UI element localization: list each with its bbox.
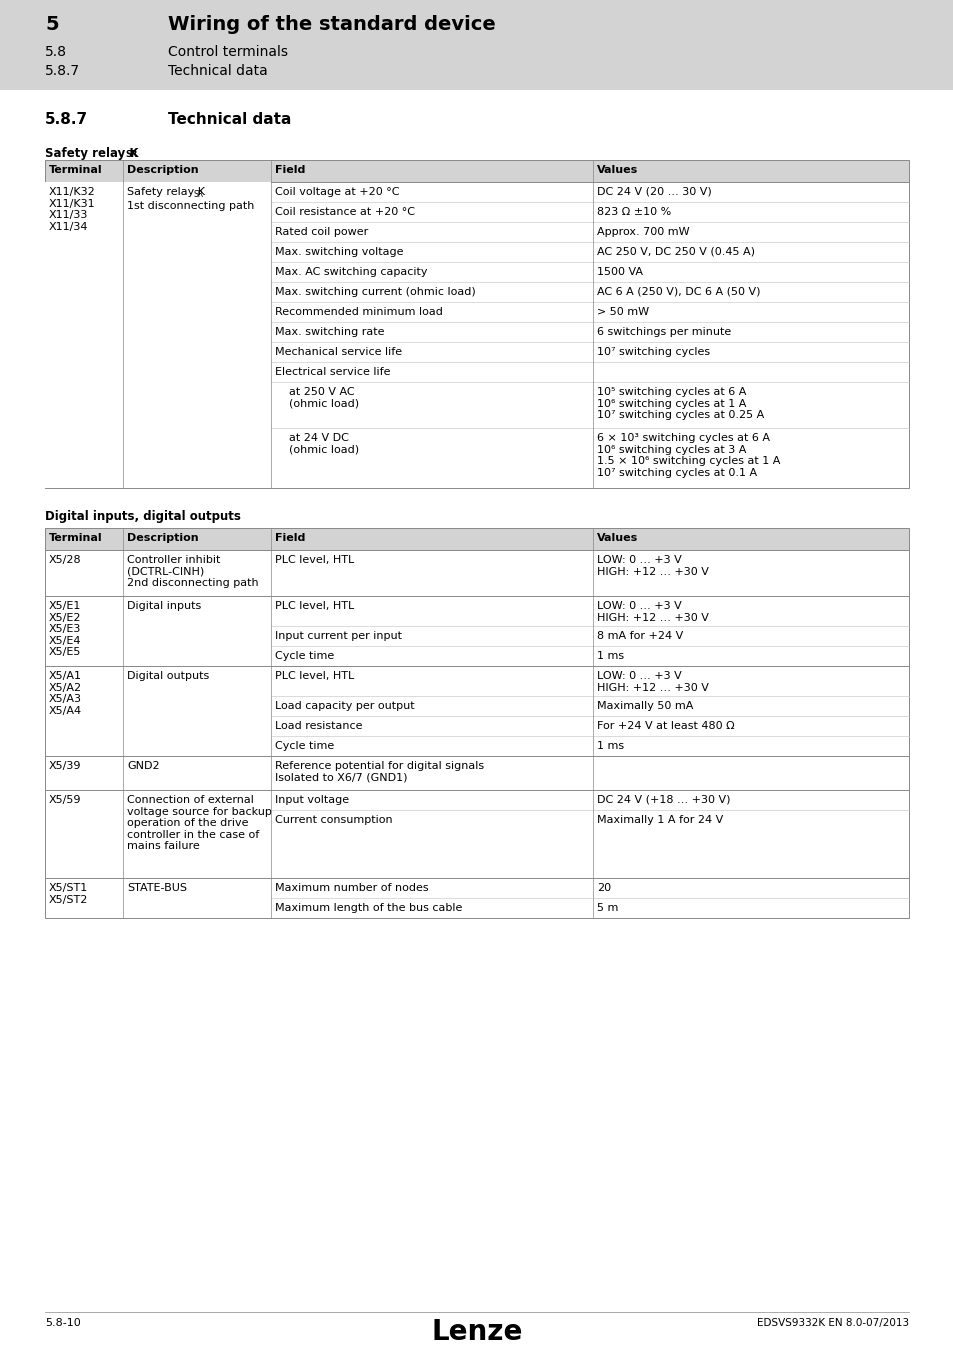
Text: SR: SR	[125, 150, 137, 159]
Text: Max. switching rate: Max. switching rate	[274, 327, 384, 338]
Text: Terminal: Terminal	[49, 165, 103, 176]
Text: Safety relay K: Safety relay K	[45, 147, 138, 161]
Text: 1500 VA: 1500 VA	[597, 267, 642, 277]
Text: Digital outputs: Digital outputs	[127, 671, 209, 680]
Text: PLC level, HTL: PLC level, HTL	[274, 601, 354, 612]
Bar	[45, 182, 908, 487]
Text: Values: Values	[597, 165, 638, 176]
Text: Field: Field	[274, 533, 305, 543]
Text: SR: SR	[193, 190, 204, 198]
Text: LOW: 0 … +3 V
HIGH: +12 … +30 V: LOW: 0 … +3 V HIGH: +12 … +30 V	[597, 671, 708, 693]
Text: > 50 mW: > 50 mW	[597, 306, 648, 317]
Text: Description: Description	[127, 533, 198, 543]
Text: Maximally 50 mA: Maximally 50 mA	[597, 701, 693, 711]
Text: Rated coil power: Rated coil power	[274, 227, 368, 238]
Text: PLC level, HTL: PLC level, HTL	[274, 555, 354, 566]
Text: Connection of external
voltage source for backup
operation of the drive
controll: Connection of external voltage source fo…	[127, 795, 272, 852]
Text: 5.8.7: 5.8.7	[45, 112, 88, 127]
Text: Load capacity per output: Load capacity per output	[274, 701, 415, 711]
Text: 8 mA for +24 V: 8 mA for +24 V	[597, 630, 682, 641]
Text: Cycle time: Cycle time	[274, 741, 334, 751]
Text: Load resistance: Load resistance	[274, 721, 362, 730]
Text: Mechanical service life: Mechanical service life	[274, 347, 402, 356]
Text: X11/K32
X11/K31
X11/33
X11/34: X11/K32 X11/K31 X11/33 X11/34	[49, 188, 95, 232]
Text: Current consumption: Current consumption	[274, 815, 393, 825]
Text: Maximum number of nodes: Maximum number of nodes	[274, 883, 428, 892]
Text: X5/59: X5/59	[49, 795, 81, 805]
Text: 6 × 10³ switching cycles at 6 A
10⁶ switching cycles at 3 A
1.5 × 10⁶ switching : 6 × 10³ switching cycles at 6 A 10⁶ swit…	[597, 433, 780, 478]
Text: Terminal: Terminal	[49, 533, 103, 543]
Text: EDSVS9332K EN 8.0-07/2013: EDSVS9332K EN 8.0-07/2013	[756, 1318, 908, 1328]
Text: 10⁵ switching cycles at 6 A
10⁶ switching cycles at 1 A
10⁷ switching cycles at : 10⁵ switching cycles at 6 A 10⁶ switchin…	[597, 387, 763, 420]
Text: Wiring of the standard device: Wiring of the standard device	[168, 15, 496, 34]
Bar	[45, 528, 908, 549]
Text: Values: Values	[597, 533, 638, 543]
Text: Description: Description	[127, 165, 198, 176]
Text: X5/E1
X5/E2
X5/E3
X5/E4
X5/E5: X5/E1 X5/E2 X5/E3 X5/E4 X5/E5	[49, 601, 81, 657]
Text: 5 m: 5 m	[597, 903, 618, 913]
Text: X5/28: X5/28	[49, 555, 82, 566]
Text: at 250 V AC
    (ohmic load): at 250 V AC (ohmic load)	[274, 387, 358, 409]
Text: Electrical service life: Electrical service life	[274, 367, 390, 377]
Text: 5.8.7: 5.8.7	[45, 63, 80, 78]
Text: LOW: 0 … +3 V
HIGH: +12 … +30 V: LOW: 0 … +3 V HIGH: +12 … +30 V	[597, 555, 708, 576]
Text: Input current per input: Input current per input	[274, 630, 401, 641]
Text: DC 24 V (+18 … +30 V): DC 24 V (+18 … +30 V)	[597, 795, 730, 805]
Text: 10⁷ switching cycles: 10⁷ switching cycles	[597, 347, 709, 356]
Text: 1st disconnecting path: 1st disconnecting path	[127, 201, 254, 211]
Bar	[45, 182, 123, 487]
Text: 5: 5	[45, 15, 58, 34]
Text: 6 switchings per minute: 6 switchings per minute	[597, 327, 731, 338]
Text: DC 24 V (20 … 30 V): DC 24 V (20 … 30 V)	[597, 188, 711, 197]
Text: LOW: 0 … +3 V
HIGH: +12 … +30 V: LOW: 0 … +3 V HIGH: +12 … +30 V	[597, 601, 708, 622]
Text: Coil voltage at +20 °C: Coil voltage at +20 °C	[274, 188, 399, 197]
Text: 20: 20	[597, 883, 611, 892]
Bar	[0, 0, 953, 90]
Text: Controller inhibit
(DCTRL-CINH)
2nd disconnecting path: Controller inhibit (DCTRL-CINH) 2nd disc…	[127, 555, 258, 589]
Text: Cycle time: Cycle time	[274, 651, 334, 661]
Text: Max. AC switching capacity: Max. AC switching capacity	[274, 267, 427, 277]
Text: Max. switching voltage: Max. switching voltage	[274, 247, 403, 256]
Text: X5/A1
X5/A2
X5/A3
X5/A4: X5/A1 X5/A2 X5/A3 X5/A4	[49, 671, 82, 716]
Text: AC 250 V, DC 250 V (0.45 A): AC 250 V, DC 250 V (0.45 A)	[597, 247, 754, 256]
Text: at 24 V DC
    (ohmic load): at 24 V DC (ohmic load)	[274, 433, 358, 455]
Text: AC 6 A (250 V), DC 6 A (50 V): AC 6 A (250 V), DC 6 A (50 V)	[597, 288, 760, 297]
Text: Maximum length of the bus cable: Maximum length of the bus cable	[274, 903, 462, 913]
Text: Safety relay K: Safety relay K	[127, 188, 205, 197]
Text: Control terminals: Control terminals	[168, 45, 288, 59]
Text: 5.8: 5.8	[45, 45, 67, 59]
Text: Approx. 700 mW: Approx. 700 mW	[597, 227, 689, 238]
Bar	[123, 182, 271, 487]
Text: Lenze: Lenze	[431, 1318, 522, 1346]
Bar	[45, 549, 908, 918]
Text: 823 Ω ±10 %: 823 Ω ±10 %	[597, 207, 671, 217]
Text: 5.8-10: 5.8-10	[45, 1318, 81, 1328]
Text: PLC level, HTL: PLC level, HTL	[274, 671, 354, 680]
Text: For +24 V at least 480 Ω: For +24 V at least 480 Ω	[597, 721, 734, 730]
Text: Technical data: Technical data	[168, 112, 291, 127]
Bar	[45, 161, 908, 182]
Text: Digital inputs, digital outputs: Digital inputs, digital outputs	[45, 510, 240, 522]
Text: Reference potential for digital signals
Isolated to X6/7 (GND1): Reference potential for digital signals …	[274, 761, 483, 783]
Text: Input voltage: Input voltage	[274, 795, 349, 805]
Text: STATE-BUS: STATE-BUS	[127, 883, 187, 892]
Text: GND2: GND2	[127, 761, 159, 771]
Text: 1 ms: 1 ms	[597, 741, 623, 751]
Text: Field: Field	[274, 165, 305, 176]
Text: 1 ms: 1 ms	[597, 651, 623, 661]
Text: Technical data: Technical data	[168, 63, 268, 78]
Text: X5/39: X5/39	[49, 761, 81, 771]
Text: Max. switching current (ohmic load): Max. switching current (ohmic load)	[274, 288, 476, 297]
Text: Coil resistance at +20 °C: Coil resistance at +20 °C	[274, 207, 415, 217]
Text: Recommended minimum load: Recommended minimum load	[274, 306, 442, 317]
Text: Maximally 1 A for 24 V: Maximally 1 A for 24 V	[597, 815, 722, 825]
Text: Digital inputs: Digital inputs	[127, 601, 201, 612]
Text: X5/ST1
X5/ST2: X5/ST1 X5/ST2	[49, 883, 89, 905]
